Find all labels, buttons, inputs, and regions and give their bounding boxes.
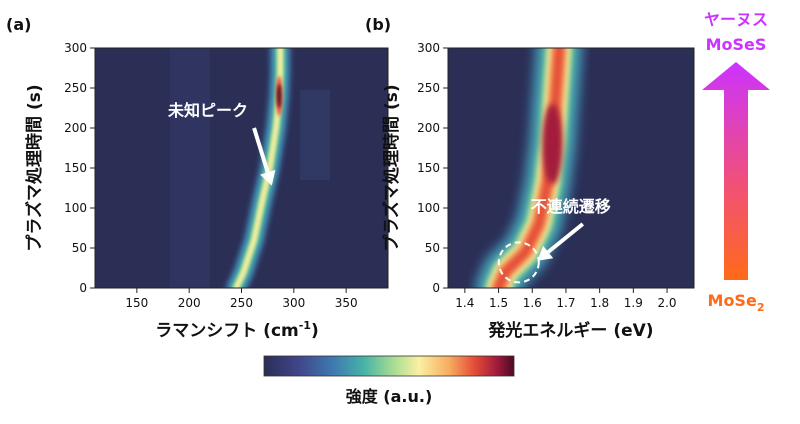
side-arrow-bottom-text: MoSe2 (708, 291, 765, 314)
panel-b-axes: 1.4 1.5 1.6 1.7 1.8 1.9 2.0 0 50 100 150 200 250 300 (417, 41, 676, 310)
panel-b-ylabel: プラズマ処理時間 (s) (381, 84, 402, 251)
panel-b-ytick-label-6: 300 (417, 41, 440, 55)
panel-a-label: (a) (6, 15, 31, 34)
panel-a-ytick-label-3: 150 (64, 161, 87, 175)
colorbar-label: 強度 (a.u.) (346, 387, 433, 406)
panel-a-xlabel-sup: -1 (299, 319, 311, 332)
panel-b-ridges (475, 48, 583, 288)
panel-b-xtick-label-4: 1.8 (590, 296, 609, 310)
side-arrow-top-text-1: ヤーヌス (704, 10, 768, 29)
panel-a-hotspot (277, 84, 282, 108)
panel-b-hotspot (542, 104, 563, 184)
panel-a-xlabel-end: ) (311, 321, 319, 341)
side-arrow-top-text-2: MoSeS (706, 35, 767, 54)
panel-a-annotation: 未知ピーク (167, 101, 276, 186)
colorbar: 強度 (a.u.) (263, 355, 515, 406)
panel-b-ytick-label-4: 200 (417, 121, 440, 135)
panel-a-ytick-label-4: 200 (64, 121, 87, 135)
panel-b-xtick-label-6: 2.0 (657, 296, 676, 310)
panel-b-emission-band-layer-5 (493, 48, 565, 288)
side-arrow-bottom-main: MoSe (708, 291, 757, 310)
panel-a-xtick-label-1: 200 (178, 296, 201, 310)
panel-b-xlabel: 発光エネルギー (eV) (487, 320, 653, 341)
panel-b-ytick-label-0: 0 (432, 281, 440, 295)
panel-a-ytick-label-0: 0 (79, 281, 87, 295)
panel-a-ylabel: プラズマ処理時間 (s) (24, 84, 45, 251)
side-arrow-bottom-sub: 2 (757, 301, 765, 314)
panel-b-xtick-label-0: 1.4 (455, 296, 474, 310)
panel-a-ytick-label-2: 100 (64, 201, 87, 215)
panel-a: (a) 150 200 250 300 350 0 50 100 150 200 250 300 ラマ… (6, 15, 389, 341)
panel-b-xtick-label-1: 1.5 (489, 296, 508, 310)
panel-b-heatmap (475, 48, 583, 288)
panel-a-ytick-label-5: 250 (64, 81, 87, 95)
panel-a-annotation-arrow (252, 127, 270, 173)
panel-a-bg-band-1 (170, 48, 210, 288)
side-arrow-shape (702, 62, 770, 280)
panel-b-annotation-arrowhead (537, 245, 554, 261)
panel-a-heatmap (170, 48, 330, 288)
panel-a-annotation-arrowhead (260, 169, 276, 186)
colorbar-gradient (263, 355, 515, 377)
panel-a-xtick-label-4: 350 (335, 296, 358, 310)
side-arrow: ヤーヌス MoSeS MoSe2 (702, 10, 770, 314)
panel-b-ytick-label-3: 150 (417, 161, 440, 175)
panel-b-xtick-label-3: 1.7 (556, 296, 575, 310)
panel-b-annotation-circle (497, 241, 540, 284)
panel-b-annotation: 不連続遷移 (497, 197, 611, 284)
panel-b-xtick-label-2: 1.6 (523, 296, 542, 310)
panel-b-xtick-label-5: 1.9 (624, 296, 643, 310)
panel-a-xlabel: ラマンシフト (cm-1) (155, 319, 319, 341)
panel-a-bg-band-2 (300, 90, 330, 180)
panel-a-ytick-label-6: 300 (64, 41, 87, 55)
panel-a-xtick-label-2: 250 (230, 296, 253, 310)
panel-b-ytick-label-5: 250 (417, 81, 440, 95)
panel-a-ytick-label-1: 50 (72, 241, 87, 255)
panel-b: (b) 1.4 1.5 1.6 1.7 1.8 1.9 2.0 0 50 100 150 200 250… (365, 15, 695, 341)
panel-a-xtick-label-0: 150 (125, 296, 148, 310)
panel-b-annotation-arrow (546, 222, 585, 254)
panel-a-ridges (222, 48, 291, 288)
panel-b-label: (b) (365, 15, 391, 34)
panel-a-xlabel-main: ラマンシフト (cm (155, 321, 298, 341)
panel-b-ytick-label-2: 100 (417, 201, 440, 215)
panel-b-annotation-text: 不連続遷移 (531, 197, 611, 216)
panel-a-axes: 150 200 250 300 350 0 50 100 150 200 250 300 (64, 41, 358, 310)
panel-a-annotation-text: 未知ピーク (167, 101, 248, 120)
panel-b-ytick-label-1: 50 (425, 241, 440, 255)
panel-a-xtick-label-3: 300 (282, 296, 305, 310)
